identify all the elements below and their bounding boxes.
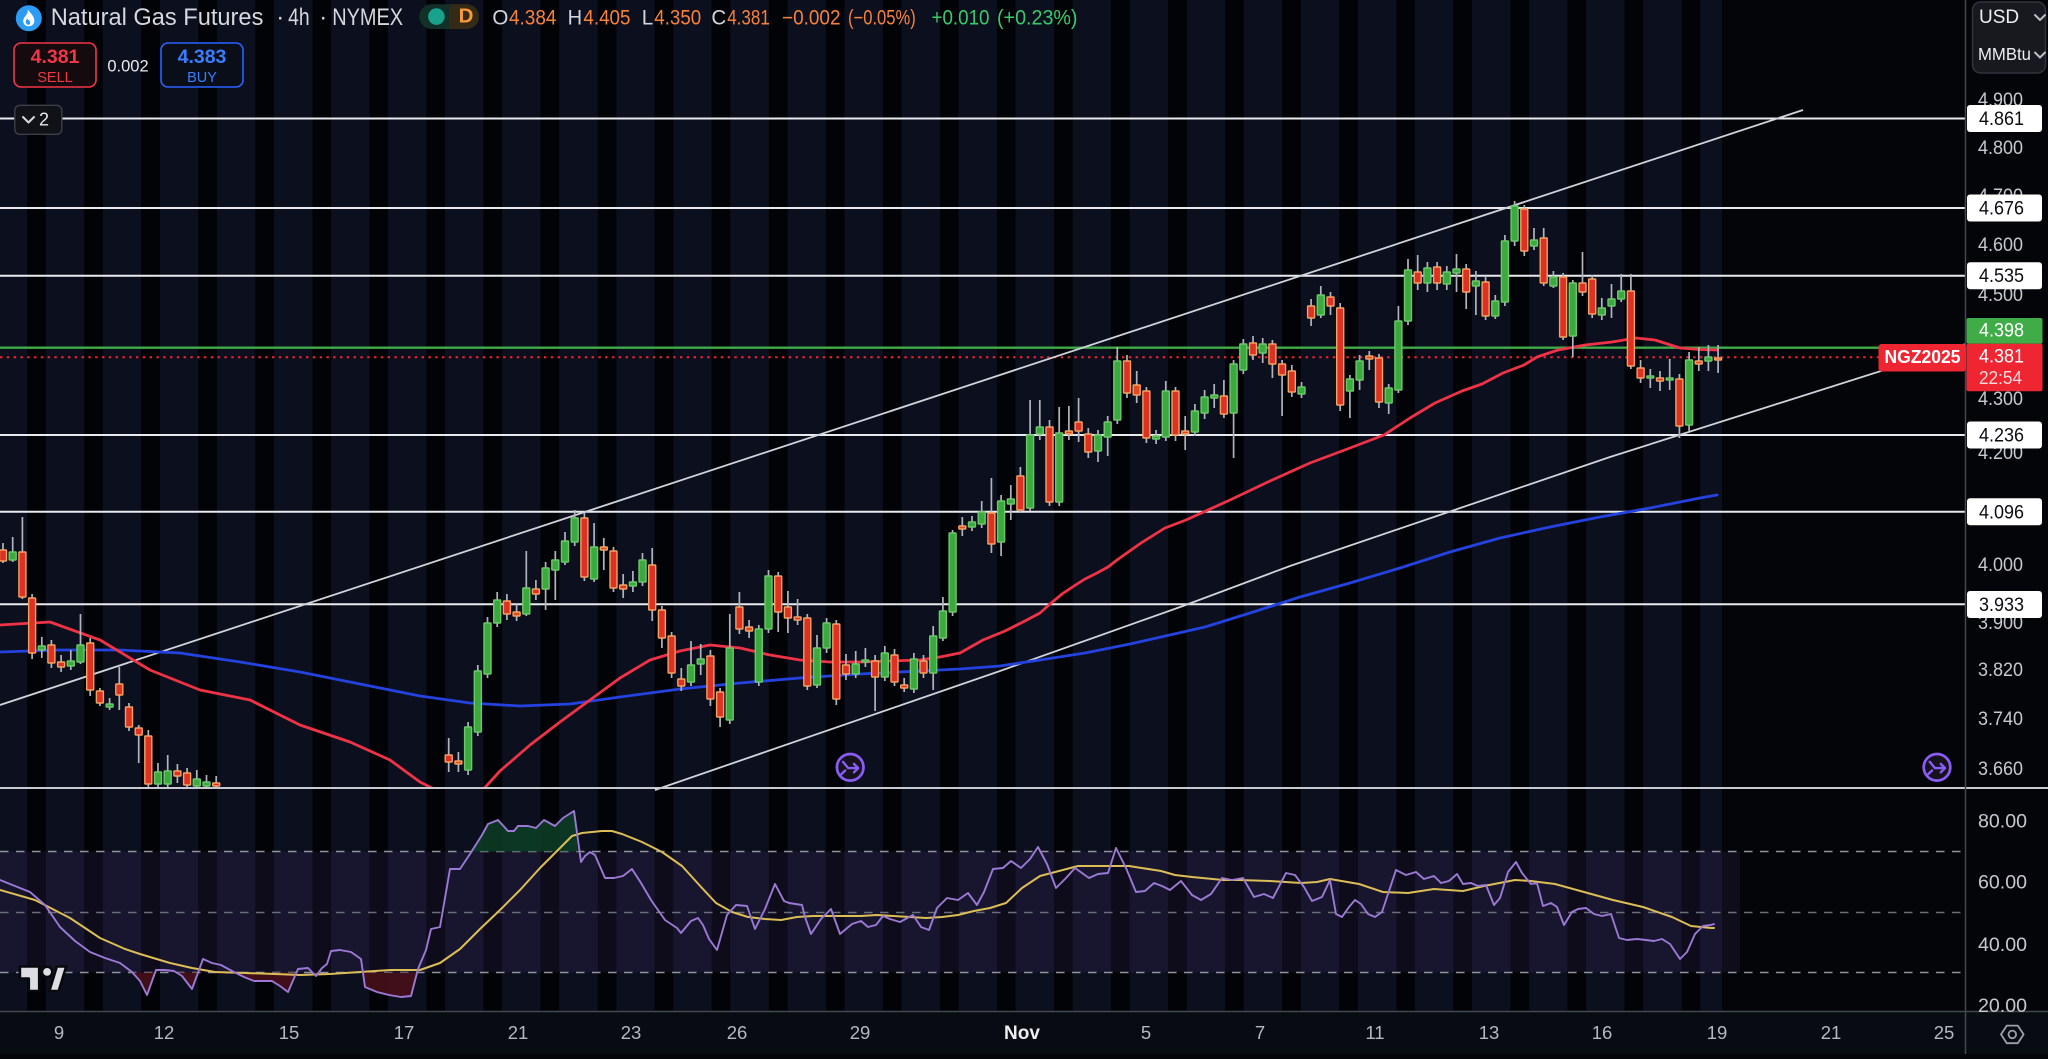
svg-text:Nov: Nov <box>1004 1023 1040 1044</box>
svg-text:21: 21 <box>508 1022 529 1043</box>
svg-text:·: · <box>319 4 327 31</box>
svg-text:4.600: 4.600 <box>1978 235 2023 256</box>
svg-text:4.236: 4.236 <box>1979 426 2024 447</box>
svg-text:4.861: 4.861 <box>1979 109 2024 130</box>
svg-text:26: 26 <box>727 1022 748 1043</box>
svg-text:4.381: 4.381 <box>727 7 770 30</box>
svg-text:D: D <box>459 5 474 28</box>
svg-text:C: C <box>711 7 726 30</box>
svg-text:21: 21 <box>1821 1022 1842 1043</box>
svg-text:19: 19 <box>1707 1022 1728 1043</box>
svg-text:4.384: 4.384 <box>509 7 557 30</box>
svg-text:3.820: 3.820 <box>1978 660 2023 681</box>
svg-text:(−0.05%): (−0.05%) <box>848 7 916 30</box>
svg-text:4.383: 4.383 <box>178 46 227 68</box>
svg-text:Natural Gas Futures: Natural Gas Futures <box>51 4 264 31</box>
svg-text:·: · <box>276 4 284 31</box>
svg-text:13: 13 <box>1479 1022 1500 1043</box>
svg-text:4.381: 4.381 <box>31 46 80 68</box>
svg-text:4.096: 4.096 <box>1979 502 2024 523</box>
svg-text:USD: USD <box>1979 7 2019 28</box>
svg-text:−0.002: −0.002 <box>782 7 841 30</box>
svg-text:5: 5 <box>1141 1022 1151 1043</box>
svg-text:25: 25 <box>1934 1022 1955 1043</box>
svg-text:4.676: 4.676 <box>1979 199 2024 220</box>
svg-text:4.300: 4.300 <box>1978 389 2023 410</box>
svg-text:2: 2 <box>39 109 49 129</box>
svg-text:0.002: 0.002 <box>107 57 148 75</box>
svg-text:3.933: 3.933 <box>1979 595 2024 616</box>
svg-text:12: 12 <box>154 1022 175 1043</box>
svg-text:80.00: 80.00 <box>1978 812 2027 833</box>
svg-text:22:54: 22:54 <box>1979 368 2022 388</box>
svg-text:L: L <box>642 7 654 30</box>
svg-text:NGZ2025: NGZ2025 <box>1885 346 1961 367</box>
svg-text:H: H <box>568 7 583 30</box>
svg-text:SELL: SELL <box>37 70 72 86</box>
svg-text:BUY: BUY <box>187 70 217 86</box>
svg-text:4.800: 4.800 <box>1978 138 2023 159</box>
svg-text:29: 29 <box>850 1022 871 1043</box>
svg-text:4.535: 4.535 <box>1979 266 2024 287</box>
svg-text:4.405: 4.405 <box>583 7 630 30</box>
svg-text:3.740: 3.740 <box>1978 709 2023 730</box>
svg-text:4h: 4h <box>288 4 310 31</box>
svg-text:NYMEX: NYMEX <box>332 4 403 31</box>
svg-text:4.398: 4.398 <box>1979 321 2024 342</box>
svg-text:O: O <box>492 7 508 30</box>
svg-text:23: 23 <box>621 1022 642 1043</box>
svg-text:15: 15 <box>279 1022 300 1043</box>
svg-text:MMBtu: MMBtu <box>1978 44 2031 64</box>
svg-text:60.00: 60.00 <box>1978 873 2027 894</box>
svg-text:11: 11 <box>1365 1022 1384 1043</box>
svg-text:+0.010: +0.010 <box>932 7 990 30</box>
svg-text:7: 7 <box>1255 1022 1265 1043</box>
svg-text:4.000: 4.000 <box>1978 555 2023 576</box>
svg-text:16: 16 <box>1592 1022 1613 1043</box>
svg-text:4.350: 4.350 <box>654 7 701 30</box>
svg-text:3.660: 3.660 <box>1978 759 2023 780</box>
svg-text:40.00: 40.00 <box>1978 935 2027 956</box>
svg-text:9: 9 <box>54 1022 64 1043</box>
svg-text:20.00: 20.00 <box>1978 996 2027 1017</box>
svg-text:4.381: 4.381 <box>1979 347 2024 368</box>
svg-text:17: 17 <box>394 1022 415 1043</box>
svg-text:(+0.23%): (+0.23%) <box>997 7 1078 30</box>
